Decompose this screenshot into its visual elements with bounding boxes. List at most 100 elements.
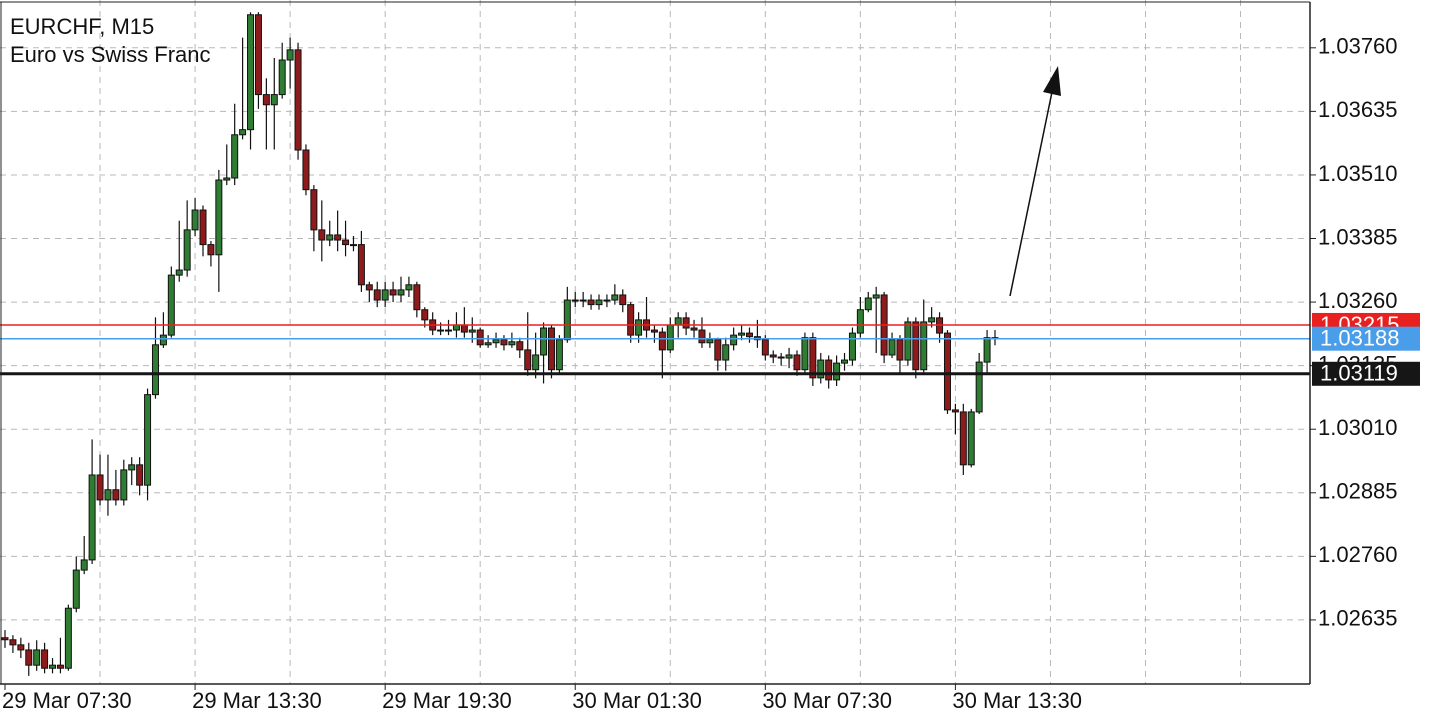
candle-body	[698, 329, 706, 344]
candle-body	[151, 344, 159, 396]
candle-body	[817, 359, 825, 379]
candle-body	[231, 134, 239, 179]
candle-body	[872, 294, 880, 299]
candle-body	[516, 341, 524, 351]
candle-body	[888, 339, 896, 356]
candle-body	[167, 274, 175, 336]
candle-body	[579, 299, 587, 302]
candle-body	[365, 284, 373, 291]
candle-body	[833, 362, 841, 381]
candle-body	[730, 334, 738, 346]
candle-body	[619, 294, 627, 306]
candle-body	[247, 14, 255, 131]
y-tick-label: 1.02885	[1318, 479, 1398, 504]
candle-body	[714, 339, 722, 361]
candle-body	[920, 321, 928, 371]
candle-body	[856, 309, 864, 334]
candle-body	[595, 299, 603, 306]
candle-body	[769, 354, 777, 358]
candle-body	[500, 339, 508, 346]
candle-body	[738, 332, 746, 336]
candle-body	[17, 644, 25, 651]
candle-body	[104, 489, 112, 501]
candle-body	[191, 209, 199, 231]
candle-body	[841, 359, 849, 364]
candle-body	[761, 339, 769, 356]
candle-body	[793, 354, 801, 371]
price-label-box	[1312, 326, 1420, 351]
candle-body	[310, 189, 318, 231]
price-label: 1.03119	[1320, 361, 1398, 386]
candle-body	[136, 464, 144, 486]
candle-body	[381, 289, 389, 301]
candle-body	[334, 234, 342, 241]
candle-body	[508, 341, 516, 346]
y-tick-label: 1.03510	[1318, 161, 1398, 186]
candle-body	[492, 339, 500, 344]
candle-body	[56, 664, 64, 669]
candle-body	[658, 331, 666, 351]
candle-body	[357, 244, 365, 286]
candle-body	[896, 339, 904, 361]
candle-body	[278, 59, 286, 96]
candle-body	[785, 354, 793, 359]
candle-body	[349, 244, 357, 247]
candle-body	[690, 327, 698, 331]
candle-body	[983, 337, 991, 363]
candle-body	[405, 284, 413, 291]
candle-body	[318, 229, 326, 241]
x-tick-label: 29 Mar 13:30	[192, 688, 322, 713]
x-tick-label: 29 Mar 07:30	[2, 688, 132, 713]
candle-body	[270, 94, 278, 106]
candle-body	[72, 569, 80, 609]
chart-title: EURCHF, M15	[10, 14, 154, 39]
x-tick-label: 30 Mar 13:30	[952, 688, 1082, 713]
candle-body	[9, 639, 17, 646]
candle-body	[928, 317, 936, 323]
arrow-shaft	[1009, 91, 1053, 297]
candle-body	[373, 289, 381, 301]
candle-body	[389, 289, 397, 296]
candle-body	[175, 269, 183, 276]
candle-body	[33, 649, 41, 666]
x-tick-label: 30 Mar 01:30	[572, 688, 702, 713]
candle-body	[120, 469, 128, 501]
candle-body	[848, 332, 856, 361]
candle-body	[397, 289, 405, 296]
y-tick-label: 1.03760	[1318, 34, 1398, 59]
candle-body	[64, 607, 72, 669]
candle-body	[294, 49, 302, 151]
x-tick-label: 30 Mar 07:30	[762, 688, 892, 713]
candle-body	[452, 324, 460, 331]
candle-body	[80, 559, 88, 571]
candle-body	[128, 464, 136, 471]
candle-body	[563, 299, 571, 341]
candle-body	[967, 411, 975, 466]
candle-body	[912, 321, 920, 371]
candle-body	[682, 317, 690, 329]
candle-body	[96, 474, 104, 501]
arrow-head	[1043, 66, 1061, 96]
y-tick-label: 1.03260	[1318, 288, 1398, 313]
candle-body	[801, 337, 809, 371]
candle-body	[460, 324, 468, 333]
candle-body	[199, 209, 207, 246]
candle-body	[468, 329, 476, 333]
candle-body	[951, 409, 959, 413]
candle-body	[587, 299, 595, 306]
price-label-box	[1312, 361, 1420, 386]
candle-body	[144, 394, 152, 486]
y-tick-label: 1.03010	[1318, 415, 1398, 440]
labels: 1.03760 1.03635 1.03510 1.03385 1.03260 1.031…	[2, 34, 1420, 713]
candle-body	[286, 49, 294, 61]
candle-body	[302, 149, 310, 191]
arrow-annotation	[1009, 66, 1061, 297]
candle-body	[650, 329, 658, 333]
candle-body	[745, 332, 753, 338]
candle-body	[532, 354, 540, 371]
candle-body	[722, 344, 730, 361]
price-label: 1.03188	[1320, 326, 1400, 351]
candle-body	[215, 179, 223, 256]
candle-body	[262, 94, 270, 106]
candle-body	[183, 229, 191, 271]
